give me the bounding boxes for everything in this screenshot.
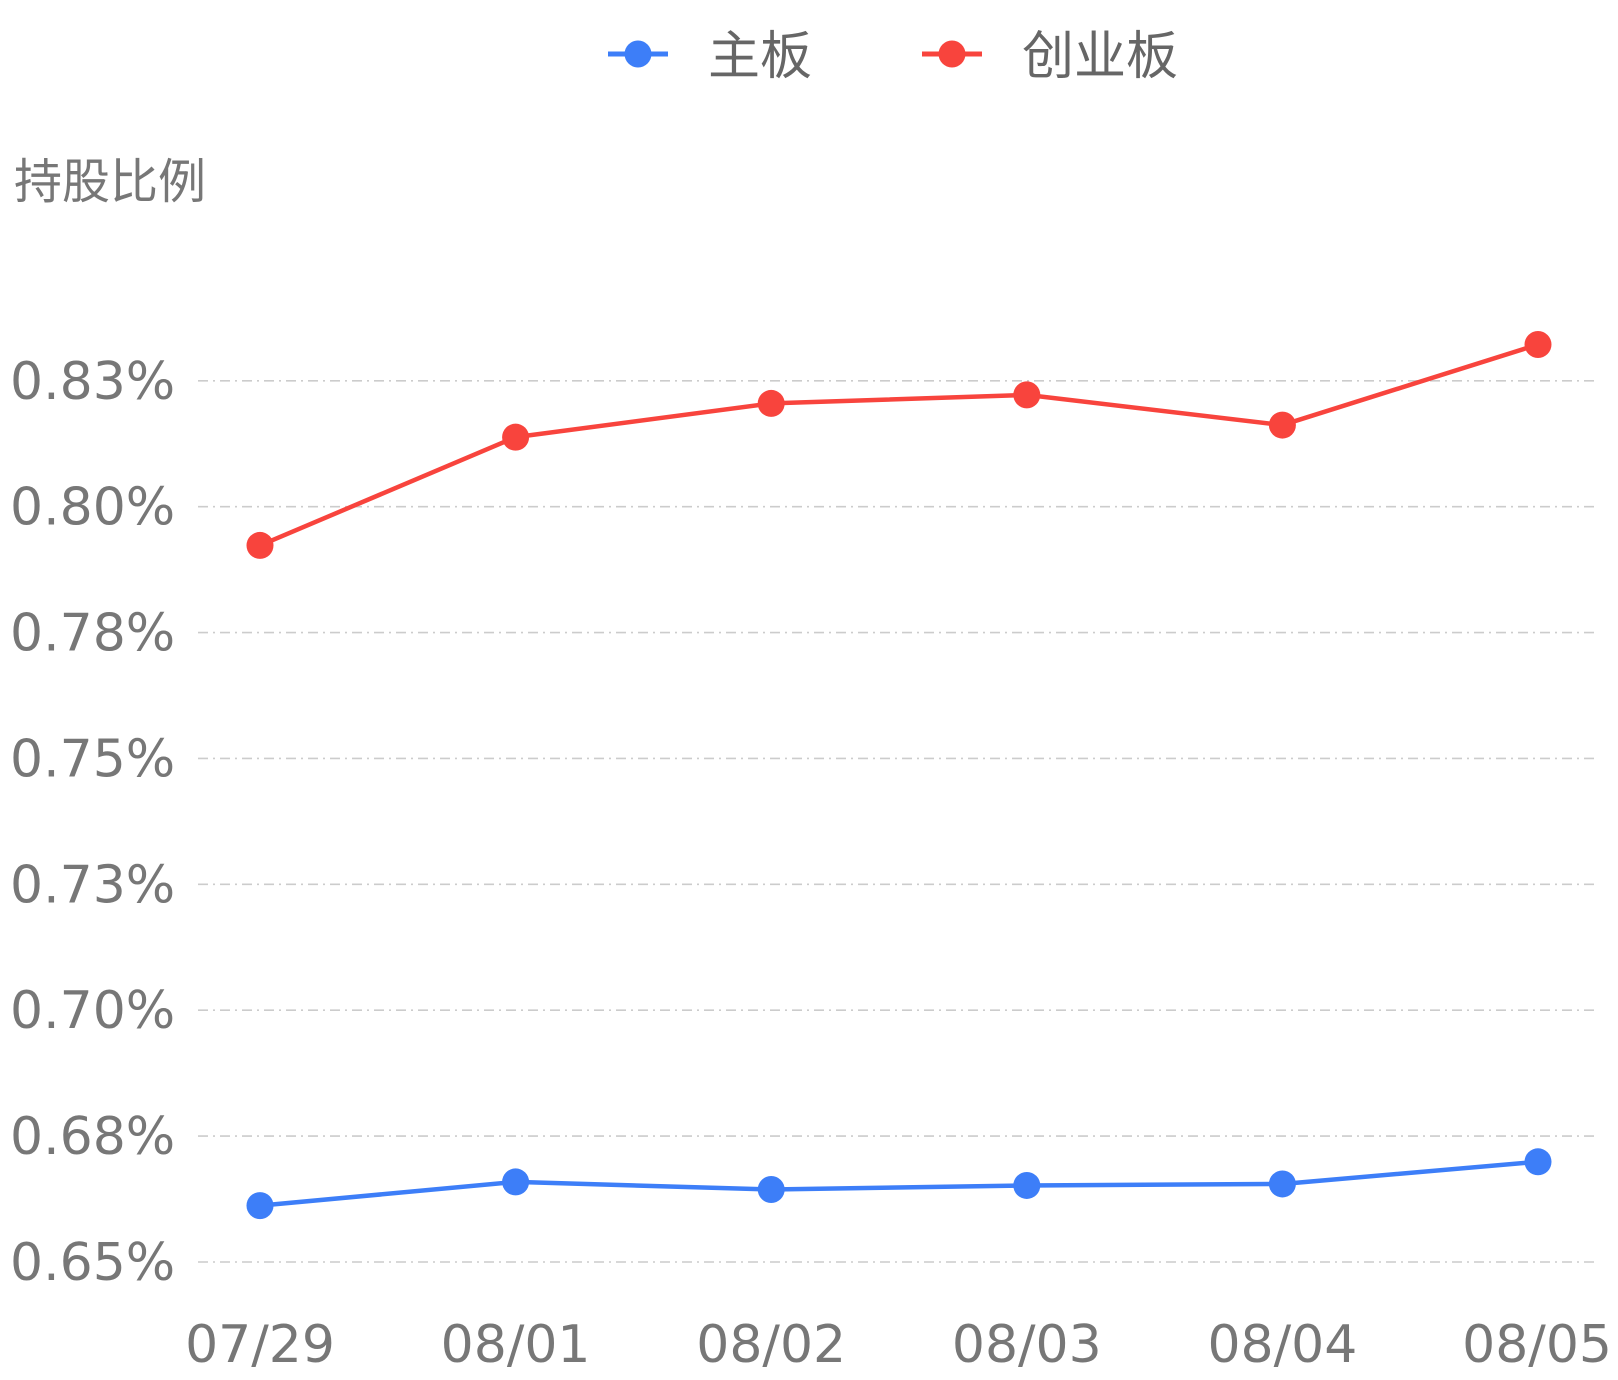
- y-tick-label: 0.70%: [10, 981, 175, 1041]
- legend-marker: [624, 40, 652, 68]
- data-point[interactable]: [1268, 411, 1296, 439]
- y-tick-label: 0.83%: [10, 352, 175, 412]
- y-tick-label: 0.65%: [10, 1233, 175, 1293]
- x-axis-ticks: 07/29 08/01 08/02 08/03 08/04 08/05: [185, 1315, 1612, 1375]
- series-layer: [246, 331, 1552, 1220]
- x-tick-label: 08/04: [1207, 1315, 1357, 1375]
- data-point[interactable]: [1013, 1171, 1041, 1199]
- x-tick-label: 08/05: [1462, 1315, 1612, 1375]
- x-tick-label: 08/01: [441, 1315, 591, 1375]
- series-main-board: [246, 1148, 1552, 1220]
- data-point[interactable]: [1524, 331, 1552, 359]
- data-point[interactable]: [757, 1175, 785, 1203]
- series-line: [259, 342, 1539, 548]
- data-point[interactable]: [757, 389, 785, 417]
- data-point[interactable]: [1013, 381, 1041, 409]
- y-tick-label: 0.75%: [10, 729, 175, 789]
- y-tick-label: 0.73%: [10, 855, 175, 915]
- data-point[interactable]: [502, 1168, 530, 1196]
- legend-item[interactable]: 创业板: [922, 27, 1178, 87]
- x-tick-label: 08/02: [696, 1315, 846, 1375]
- data-point[interactable]: [246, 531, 274, 559]
- y-axis-label: 持股比例: [14, 154, 206, 210]
- data-point[interactable]: [246, 1192, 274, 1220]
- legend-item[interactable]: 主板: [608, 27, 812, 87]
- legend-label: 主板: [708, 27, 812, 87]
- x-tick-label: 08/03: [952, 1315, 1102, 1375]
- y-tick-label: 0.68%: [10, 1107, 175, 1167]
- legend-label: 创业板: [1022, 27, 1178, 87]
- grid-lines: [198, 379, 1598, 1263]
- data-point[interactable]: [1524, 1148, 1552, 1176]
- y-tick-label: 0.78%: [10, 604, 175, 664]
- legend-marker: [938, 40, 966, 68]
- data-point[interactable]: [1268, 1170, 1296, 1198]
- data-point[interactable]: [502, 423, 530, 451]
- x-tick-label: 07/29: [185, 1315, 335, 1375]
- series-chinext: [246, 331, 1552, 559]
- series-line: [259, 1159, 1539, 1208]
- y-axis-ticks: 0.65% 0.68% 0.70% 0.73% 0.75% 0.78% 0.80% 0.83%: [10, 352, 175, 1293]
- y-tick-label: 0.80%: [10, 478, 175, 538]
- legend: 主板 创业板: [608, 27, 1178, 87]
